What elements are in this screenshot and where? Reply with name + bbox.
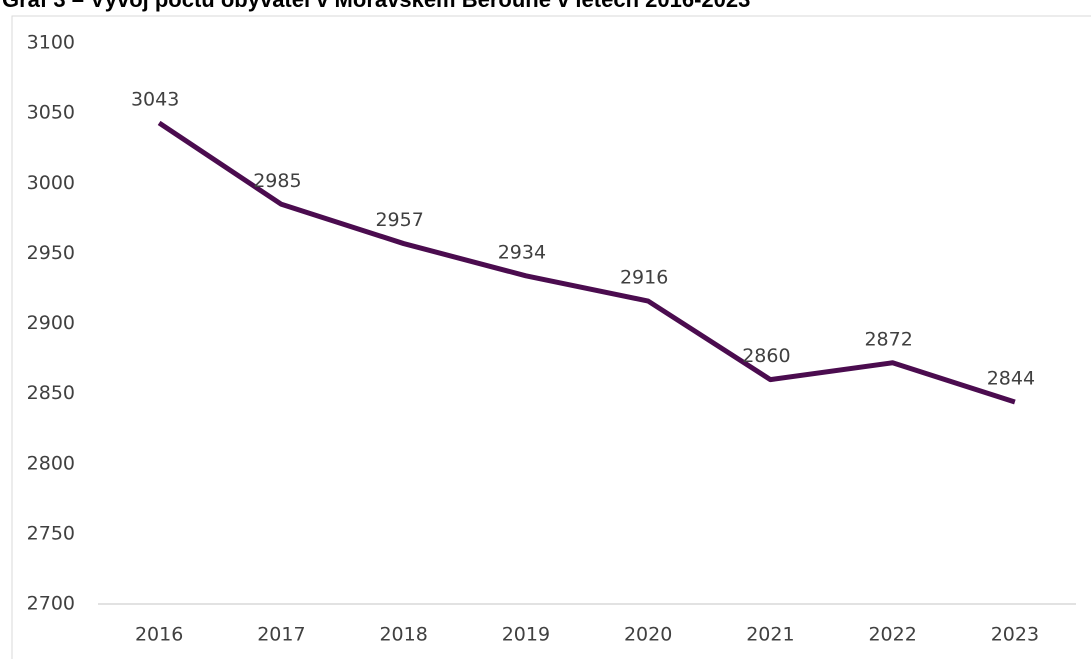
data-label: 2985 bbox=[253, 170, 301, 192]
data-label: 3043 bbox=[131, 88, 179, 110]
data-label: 2872 bbox=[864, 328, 912, 350]
x-tick-label: 2020 bbox=[624, 624, 672, 646]
x-tick-label: 2021 bbox=[746, 624, 794, 646]
x-tick-label: 2022 bbox=[868, 624, 916, 646]
data-label: 2957 bbox=[375, 209, 423, 231]
x-tick-label: 2016 bbox=[135, 624, 183, 646]
data-label: 2916 bbox=[620, 267, 668, 289]
x-tick-label: 2017 bbox=[257, 624, 305, 646]
y-tick-label: 3100 bbox=[27, 32, 75, 54]
y-tick-label: 2700 bbox=[27, 593, 75, 615]
y-tick-label: 2800 bbox=[27, 452, 75, 474]
y-tick-label: 2950 bbox=[27, 242, 75, 264]
x-tick-label: 2023 bbox=[991, 624, 1039, 646]
x-tick-label: 2018 bbox=[379, 624, 427, 646]
chart-title: Graf 3 – Vývoj počtu obyvatel v Moravské… bbox=[2, 0, 750, 12]
chart-frame bbox=[11, 15, 1091, 659]
y-tick-label: 2850 bbox=[27, 382, 75, 404]
y-tick-label: 2900 bbox=[27, 312, 75, 334]
data-label: 2934 bbox=[498, 241, 546, 263]
data-label: 2860 bbox=[742, 345, 790, 367]
data-line bbox=[157, 120, 1016, 405]
x-tick-label: 2019 bbox=[502, 624, 550, 646]
y-tick-label: 3000 bbox=[27, 172, 75, 194]
data-label: 2844 bbox=[987, 368, 1035, 390]
y-tick-label: 2750 bbox=[27, 522, 75, 544]
y-tick-label: 3050 bbox=[27, 102, 75, 124]
